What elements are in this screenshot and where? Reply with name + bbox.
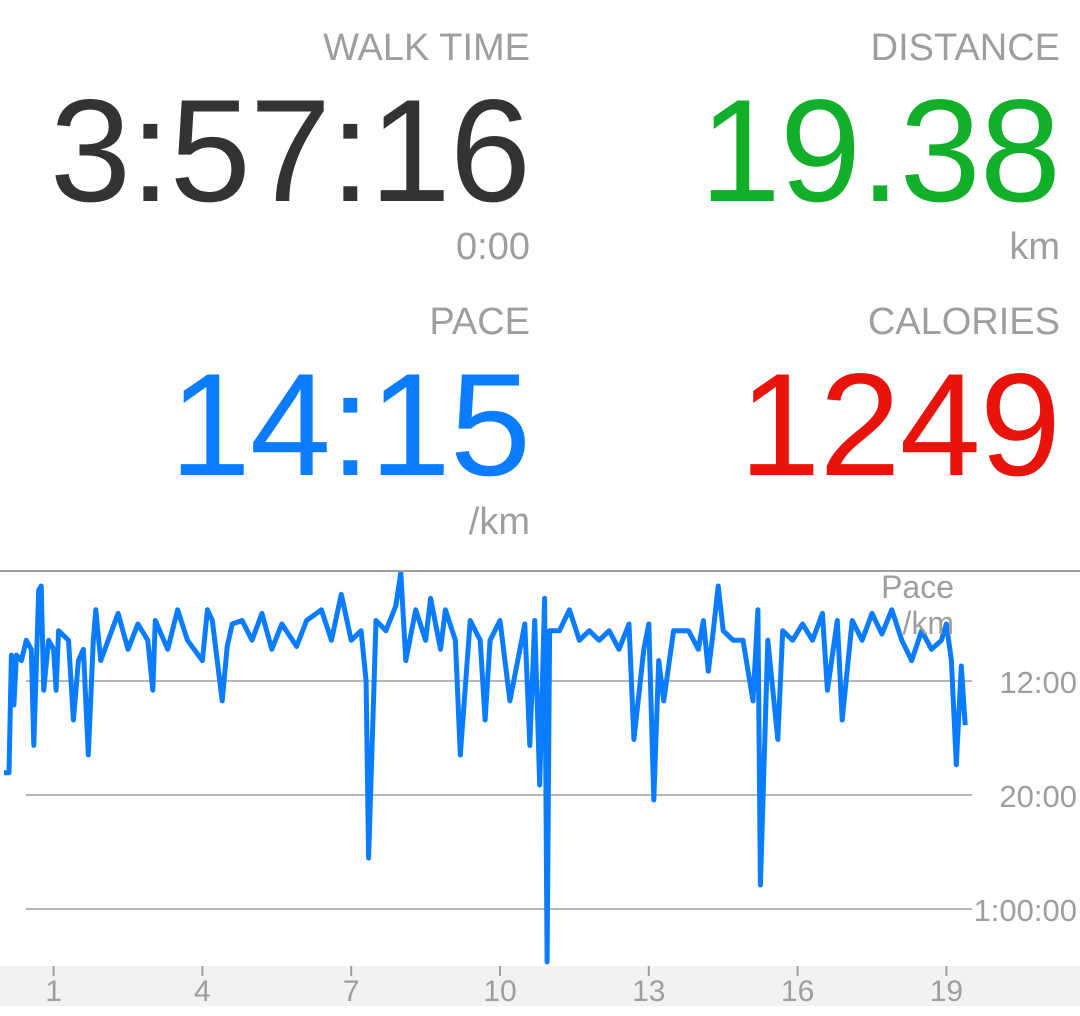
y-axis-title: Pace xyxy=(881,572,954,605)
x-tick-label: 7 xyxy=(343,975,360,1008)
calories-label: CALORIES xyxy=(867,301,1060,343)
y-tick-label: 1:00:00 xyxy=(974,893,1077,928)
pace-unit: /km xyxy=(468,501,530,543)
distance-label: DISTANCE xyxy=(870,27,1060,69)
x-tick-label: 13 xyxy=(632,975,665,1008)
y-tick-label: 12:00 xyxy=(999,665,1077,700)
calories-stat: CALORIES 1249 xyxy=(540,0,1061,560)
divider xyxy=(0,570,1080,572)
pace-line xyxy=(4,572,968,965)
y-tick-label: 20:00 xyxy=(999,779,1077,814)
x-tick-label: 1 xyxy=(45,975,62,1008)
calories-value: 1249 xyxy=(739,343,1061,506)
distance-value: 19.38 xyxy=(699,69,1061,232)
walk-time-value: 3:57:16 xyxy=(49,69,531,232)
walk-time-label: WALK TIME xyxy=(323,27,530,69)
pace-stat: PACE 14:15 /km xyxy=(10,0,531,560)
x-tick-label: 10 xyxy=(483,975,516,1008)
x-tick-label: 16 xyxy=(781,975,814,1008)
walk-time-sub: 0:00 xyxy=(456,226,530,268)
pace-label: PACE xyxy=(429,301,530,343)
x-tick-label: 19 xyxy=(930,975,963,1008)
walk-time-stat: WALK TIME 3:57:16 0:00 xyxy=(10,0,531,270)
y-axis-unit: /km xyxy=(902,605,954,641)
distance-stat: DISTANCE 19.38 km xyxy=(540,0,1061,270)
pace-value: 14:15 xyxy=(169,343,531,506)
x-axis-band xyxy=(0,966,1080,1006)
pace-chart: 12:00 20:00 1:00:00 Pace /km 1 4 7 10 13 16 19 xyxy=(4,572,1077,1008)
distance-unit: km xyxy=(1009,226,1060,268)
x-tick-label: 4 xyxy=(194,975,211,1008)
